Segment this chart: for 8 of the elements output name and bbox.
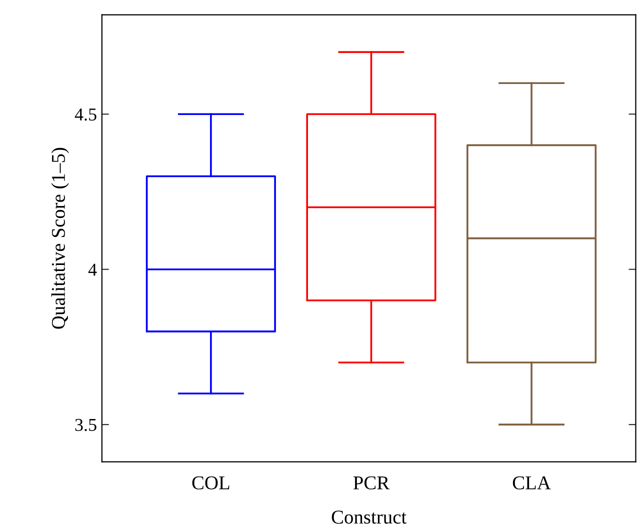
y-axis-title: Qualitative Score (1–5) bbox=[51, 148, 69, 329]
y-tick-label: 4.5 bbox=[74, 108, 96, 121]
y-tick-label: 4 bbox=[88, 264, 97, 276]
x-tick-label: COL bbox=[192, 476, 230, 490]
x-tick-label: PCR bbox=[353, 476, 390, 490]
y-tick-label: 3.5 bbox=[75, 418, 96, 432]
x-axis-title: Construct bbox=[332, 510, 407, 524]
x-tick-label: CLA bbox=[512, 476, 551, 490]
